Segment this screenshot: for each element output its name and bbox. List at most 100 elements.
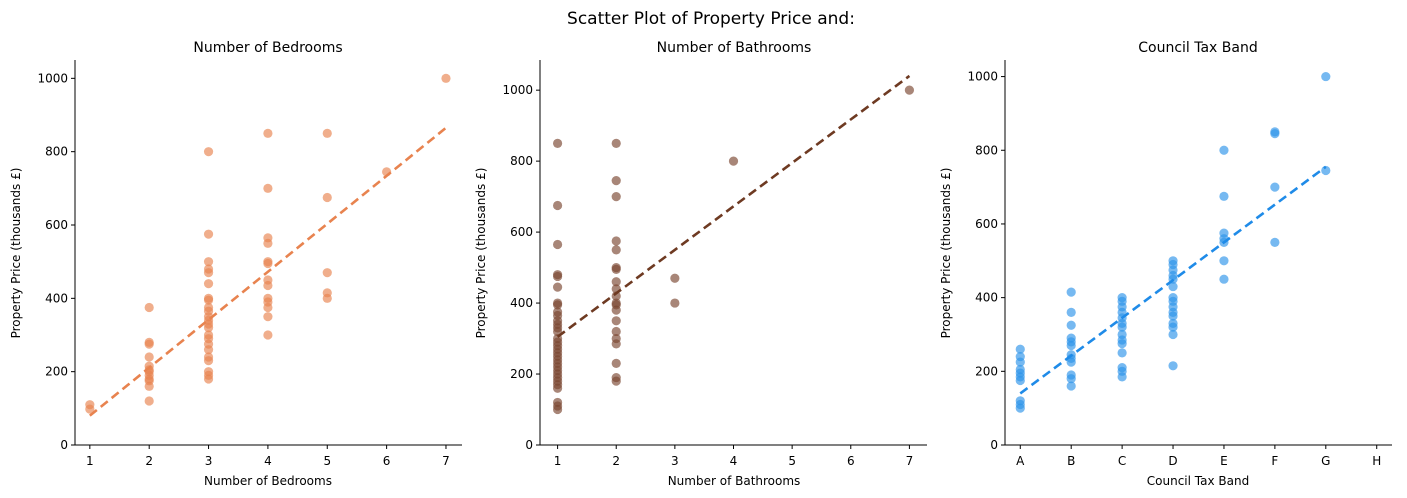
data-point — [322, 268, 332, 278]
y-tick-label: 1000 — [502, 83, 533, 97]
y-tick-label: 600 — [45, 218, 68, 232]
data-point — [1168, 311, 1178, 321]
data-point — [552, 200, 563, 211]
data-point — [552, 383, 563, 393]
y-tick-label: 800 — [975, 143, 998, 157]
y-axis-label: Property Price (thousands £) — [474, 168, 488, 339]
data-point — [85, 404, 95, 414]
data-point — [322, 128, 332, 138]
y-tick-label: 1000 — [37, 71, 68, 85]
data-point — [552, 404, 563, 415]
data-point — [611, 305, 621, 315]
data-point — [1168, 361, 1178, 371]
data-point — [1066, 307, 1076, 317]
x-tick-label: D — [1168, 454, 1177, 468]
data-point — [1066, 381, 1076, 391]
data-point — [611, 277, 621, 287]
data-point — [728, 156, 739, 166]
data-point — [611, 192, 621, 202]
x-tick-label: B — [1067, 454, 1075, 468]
data-point — [552, 271, 563, 282]
subplot-title: Number of Bedrooms — [193, 40, 342, 56]
data-point — [1015, 375, 1025, 386]
x-tick-label: A — [1016, 454, 1025, 468]
data-point — [203, 345, 214, 355]
subplot-council-tax-band: Council Tax Band Council Tax Band Proper… — [939, 40, 1392, 488]
x-tick-label: 1 — [554, 454, 562, 468]
data-point — [322, 293, 332, 303]
data-point — [1219, 145, 1229, 155]
y-tick-label: 400 — [45, 291, 68, 305]
data-point — [203, 356, 214, 366]
data-point — [1066, 374, 1076, 384]
y-tick-label: 200 — [975, 364, 998, 378]
data-point — [263, 312, 273, 322]
x-tick-label: 5 — [323, 454, 331, 468]
x-tick-label: 6 — [847, 454, 855, 468]
subplot-title: Number of Bathrooms — [657, 40, 812, 56]
x-tick-label: 7 — [906, 454, 914, 468]
y-tick-label: 0 — [60, 438, 68, 452]
y-axis-label: Property Price (thousands £) — [939, 168, 953, 339]
data-point — [1219, 191, 1229, 201]
x-tick-label: 5 — [788, 454, 796, 468]
trend-line — [89, 126, 447, 417]
data-point — [1168, 322, 1178, 332]
x-tick-label: 3 — [205, 454, 213, 468]
data-point — [441, 73, 451, 83]
data-point — [1066, 320, 1076, 330]
data-point — [263, 280, 273, 291]
x-tick-label: 2 — [612, 454, 620, 468]
data-point — [203, 279, 214, 289]
trend-line — [1019, 165, 1327, 395]
y-tick-label: 600 — [510, 225, 533, 239]
data-point — [1117, 339, 1127, 349]
data-point — [1321, 71, 1331, 82]
data-point — [611, 176, 621, 186]
data-point — [611, 236, 621, 246]
data-point — [203, 268, 214, 278]
data-point — [1321, 165, 1331, 176]
data-point — [1117, 322, 1127, 332]
y-tick-label: 1000 — [967, 70, 998, 84]
data-point — [1015, 403, 1025, 413]
plot-area: 1 2 3 4 5 6 7 0 200 400 600 800 1000 — [37, 60, 462, 468]
data-point — [1066, 340, 1076, 351]
data-point — [263, 302, 273, 313]
data-point — [144, 302, 154, 313]
x-tick-label: 2 — [145, 454, 153, 468]
data-point — [611, 245, 621, 255]
data-point — [203, 147, 214, 157]
x-tick-label: C — [1118, 454, 1126, 468]
data-point — [1015, 344, 1025, 354]
data-point — [1117, 372, 1127, 382]
x-tick-label: 6 — [383, 454, 391, 468]
y-tick-label: 0 — [990, 438, 998, 452]
data-point — [203, 295, 214, 305]
data-point — [611, 264, 621, 274]
data-point — [144, 381, 154, 391]
x-tick-label: 4 — [264, 454, 272, 468]
data-point — [144, 396, 154, 406]
subplot-bedrooms: Number of Bedrooms Number of Bedrooms Pr… — [9, 40, 462, 488]
x-tick-label: F — [1271, 454, 1278, 468]
data-point — [203, 323, 214, 333]
data-point — [1168, 329, 1178, 340]
data-point — [552, 282, 563, 292]
data-point — [552, 239, 563, 250]
data-point — [611, 358, 621, 368]
data-point — [1168, 281, 1178, 292]
data-point — [1066, 287, 1076, 297]
y-tick-label: 800 — [510, 154, 533, 168]
data-point — [1117, 348, 1127, 358]
subplot-title: Council Tax Band — [1138, 40, 1258, 56]
data-point — [1219, 274, 1229, 284]
x-tick-label: G — [1321, 454, 1330, 468]
y-tick-label: 200 — [45, 365, 68, 379]
x-tick-label: E — [1220, 454, 1228, 468]
data-point — [1270, 129, 1280, 139]
data-point — [203, 257, 214, 267]
data-point — [552, 138, 563, 148]
x-axis-label: Number of Bedrooms — [204, 474, 332, 488]
